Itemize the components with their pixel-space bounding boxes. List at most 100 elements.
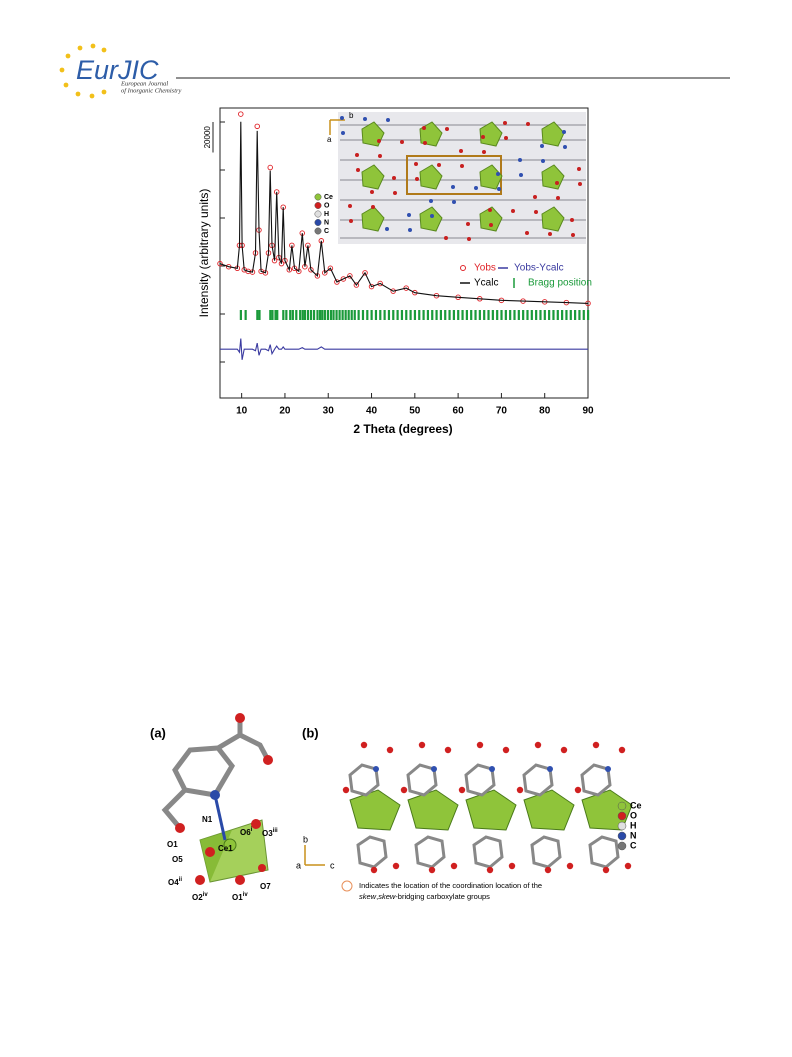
data-point	[327, 265, 334, 272]
atom	[355, 153, 359, 157]
element-swatch	[314, 193, 322, 201]
atom	[356, 168, 360, 172]
atom	[518, 158, 522, 162]
note-text: Indicates the location of the coordinati…	[359, 881, 542, 890]
x-tick-label: 40	[366, 406, 378, 417]
y-axis-title: Intensity (arbitrary units)	[197, 189, 211, 318]
bragg-tick	[285, 310, 288, 320]
data-point	[362, 270, 368, 276]
atom	[534, 210, 538, 214]
bragg-tick	[422, 310, 425, 320]
atom	[348, 204, 352, 208]
polyhedron	[581, 789, 633, 831]
bragg-tick	[392, 310, 395, 320]
atom	[360, 741, 368, 749]
element-label: O	[630, 810, 637, 820]
element-label: N	[630, 830, 637, 840]
atom	[431, 766, 437, 772]
bragg-tick	[374, 310, 378, 320]
bragg-tick	[357, 310, 360, 320]
atom	[555, 181, 559, 185]
atom	[562, 130, 566, 134]
atom-name: O6	[240, 828, 251, 837]
bragg-tick	[470, 310, 473, 320]
bragg-tick	[539, 310, 542, 320]
bragg-tick	[478, 310, 481, 320]
data-point	[217, 260, 223, 267]
atom	[418, 741, 426, 749]
bragg-tick	[335, 310, 338, 320]
atom	[363, 117, 367, 121]
bragg-tick	[457, 310, 460, 320]
atom	[547, 766, 553, 772]
ring	[580, 763, 620, 869]
element-label: Ce	[324, 194, 333, 201]
atom-label: O7	[260, 882, 271, 891]
atom	[400, 786, 408, 794]
bragg-tick	[291, 310, 294, 320]
polyhedron	[419, 164, 443, 190]
atom	[451, 185, 455, 189]
atom	[385, 227, 389, 231]
atom-label: O2iv	[192, 892, 208, 903]
atom	[566, 862, 574, 870]
atom	[414, 162, 418, 166]
bragg-tick	[387, 310, 391, 320]
element-swatch	[617, 811, 627, 821]
bragg-tick	[295, 310, 298, 320]
atom	[533, 195, 537, 199]
bragg-tick	[366, 310, 369, 320]
atom	[544, 866, 552, 874]
bragg-tick	[465, 310, 468, 320]
bragg-tick	[329, 310, 333, 320]
element-label: C	[324, 228, 329, 235]
bragg-tick	[426, 310, 430, 320]
atom	[540, 144, 544, 148]
atom	[429, 199, 433, 203]
atom	[571, 233, 575, 237]
bragg-tick	[282, 310, 285, 320]
atom-sup: ii	[179, 877, 183, 883]
axis-label: a	[296, 860, 301, 870]
element-label: C	[630, 840, 637, 850]
atom-label: O1iv	[232, 892, 248, 903]
note-marker	[341, 880, 353, 892]
atom	[570, 218, 574, 222]
bragg-tick	[323, 310, 326, 320]
atom	[511, 209, 515, 213]
bragg-tick	[379, 310, 382, 320]
atom-name: O2	[192, 893, 203, 902]
bragg-tick	[396, 310, 399, 320]
polyhedron	[361, 164, 385, 190]
x-tick-label: 10	[236, 406, 248, 417]
atom	[430, 214, 434, 218]
atom	[340, 116, 344, 120]
atom	[504, 136, 508, 140]
atom	[548, 232, 552, 236]
atom	[450, 862, 458, 870]
atom	[415, 177, 419, 181]
atom	[452, 200, 456, 204]
atom-sup: iv	[203, 892, 209, 898]
bragg-tick	[444, 310, 447, 320]
bragg-tick	[574, 310, 577, 320]
note-text: skew,skew-bridging carboxylate groups	[359, 892, 490, 901]
x-axis-title: 2 Theta (degrees)	[353, 422, 452, 436]
element-swatch	[314, 210, 322, 218]
atom	[408, 228, 412, 232]
atom	[393, 191, 397, 195]
bragg-tick	[344, 310, 347, 320]
data-point	[377, 280, 383, 287]
data-point	[267, 164, 273, 171]
ring	[464, 763, 504, 869]
bragg-tick	[413, 310, 417, 320]
axis-label: b	[303, 834, 308, 844]
bragg-tick	[556, 310, 559, 320]
bragg-tick	[513, 310, 516, 320]
element-label: N	[324, 219, 329, 226]
bragg-tick	[552, 310, 555, 320]
atom	[489, 766, 495, 772]
atom	[503, 121, 507, 125]
